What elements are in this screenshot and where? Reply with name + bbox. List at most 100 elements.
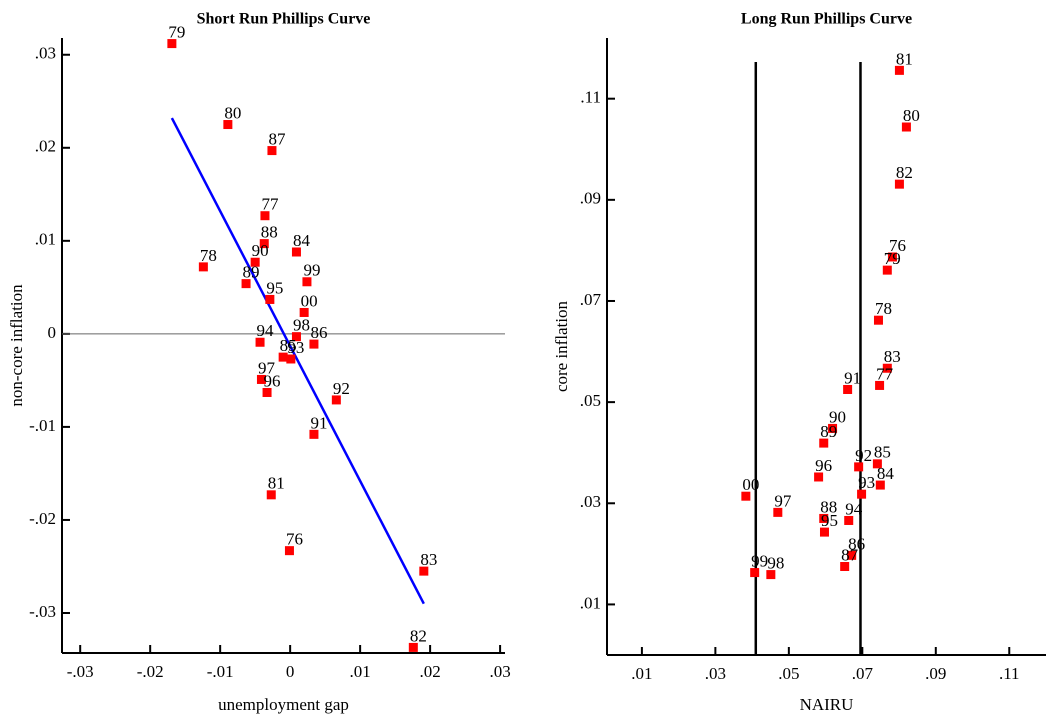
point [331, 395, 341, 405]
y-tick-label: .02 [35, 137, 56, 156]
point-label: 97 [774, 491, 792, 510]
point [819, 438, 829, 448]
x-tick-label: .01 [631, 664, 652, 683]
point-label: 87 [841, 545, 859, 564]
point [814, 472, 824, 482]
point [302, 277, 312, 287]
x-tick-label: .11 [999, 664, 1020, 683]
point-label: 77 [876, 364, 894, 383]
point-label: 88 [261, 223, 278, 242]
x-tick-label: .09 [925, 664, 946, 683]
point [857, 489, 867, 499]
point [408, 642, 418, 652]
point [882, 363, 892, 373]
point [299, 307, 309, 317]
point-label: 97 [258, 358, 276, 377]
point-label: 99 [303, 261, 320, 280]
point [291, 247, 301, 257]
point [901, 122, 911, 132]
point-label: 86 [310, 323, 327, 342]
point [284, 546, 294, 556]
x-tick-label: .03 [705, 664, 726, 683]
point [241, 279, 251, 289]
point [223, 120, 233, 130]
point-label: 88 [820, 497, 837, 516]
point-label: 81 [896, 49, 913, 68]
point [741, 491, 751, 501]
point-label: 86 [848, 534, 865, 553]
y-axis-label: core inflation [552, 300, 571, 392]
point [167, 39, 177, 49]
point-label: 79 [168, 22, 185, 41]
y-tick-label: .03 [580, 492, 601, 511]
point [894, 179, 904, 189]
point [291, 332, 301, 342]
point [828, 423, 838, 433]
point [882, 265, 892, 275]
y-tick-label: .03 [35, 44, 56, 63]
x-axis-label: unemployment gap [218, 695, 349, 714]
point [250, 257, 260, 267]
point-label: 82 [410, 626, 427, 645]
point [873, 315, 883, 325]
point-label: 78 [875, 299, 892, 318]
x-tick-label: -.03 [67, 662, 94, 681]
point-label: 91 [310, 413, 327, 432]
point [419, 566, 429, 576]
point [766, 570, 776, 580]
point-label: 83 [420, 550, 437, 569]
point [198, 262, 208, 272]
point-label: 98 [293, 316, 310, 335]
point-label: 80 [903, 106, 920, 125]
point-label: 99 [751, 551, 768, 570]
point [259, 239, 269, 249]
point [278, 352, 288, 362]
y-tick-label: -.03 [29, 602, 56, 621]
x-tick-label: .01 [350, 662, 371, 681]
x-tick-label: .02 [419, 662, 440, 681]
y-tick-label: -.02 [29, 509, 56, 528]
point-label: 94 [257, 321, 275, 340]
point-label: 78 [200, 246, 217, 265]
x-tick-label: -.02 [137, 662, 164, 681]
point-label: 81 [268, 474, 285, 493]
point-label: 95 [821, 511, 838, 530]
point [819, 513, 829, 523]
point-label: 94 [845, 499, 863, 518]
point [854, 462, 864, 472]
point-label: 84 [293, 231, 311, 250]
point [844, 515, 854, 525]
point-label: 85 [280, 336, 297, 355]
point [887, 252, 897, 262]
y-tick-label: .05 [580, 391, 601, 410]
point-label: 84 [877, 464, 895, 483]
point-label: 92 [333, 379, 350, 398]
point-label: 83 [884, 347, 901, 366]
point-label: 98 [767, 553, 784, 572]
point [872, 459, 882, 469]
point-label: 92 [855, 446, 872, 465]
point [260, 211, 270, 221]
y-tick-label: .07 [580, 290, 602, 309]
y-tick-label: .09 [580, 189, 601, 208]
point [894, 65, 904, 75]
point [847, 550, 857, 560]
point-label: 00 [301, 291, 318, 310]
chart-title: Short Run Phillips Curve [197, 11, 371, 28]
point [843, 384, 853, 394]
point-label: 80 [224, 103, 241, 122]
point [819, 527, 829, 537]
y-tick-label: -.01 [29, 416, 56, 435]
point [875, 480, 885, 490]
x-tick-label: .05 [778, 664, 799, 683]
point-label: 00 [742, 475, 759, 494]
point-label: 91 [844, 368, 861, 387]
point [262, 387, 272, 397]
point [309, 429, 319, 439]
x-tick-label: -.01 [207, 662, 234, 681]
point-label: 79 [884, 249, 901, 268]
point-label: 89 [243, 263, 260, 282]
point-label: 76 [889, 236, 906, 255]
fit-line [170, 117, 425, 605]
